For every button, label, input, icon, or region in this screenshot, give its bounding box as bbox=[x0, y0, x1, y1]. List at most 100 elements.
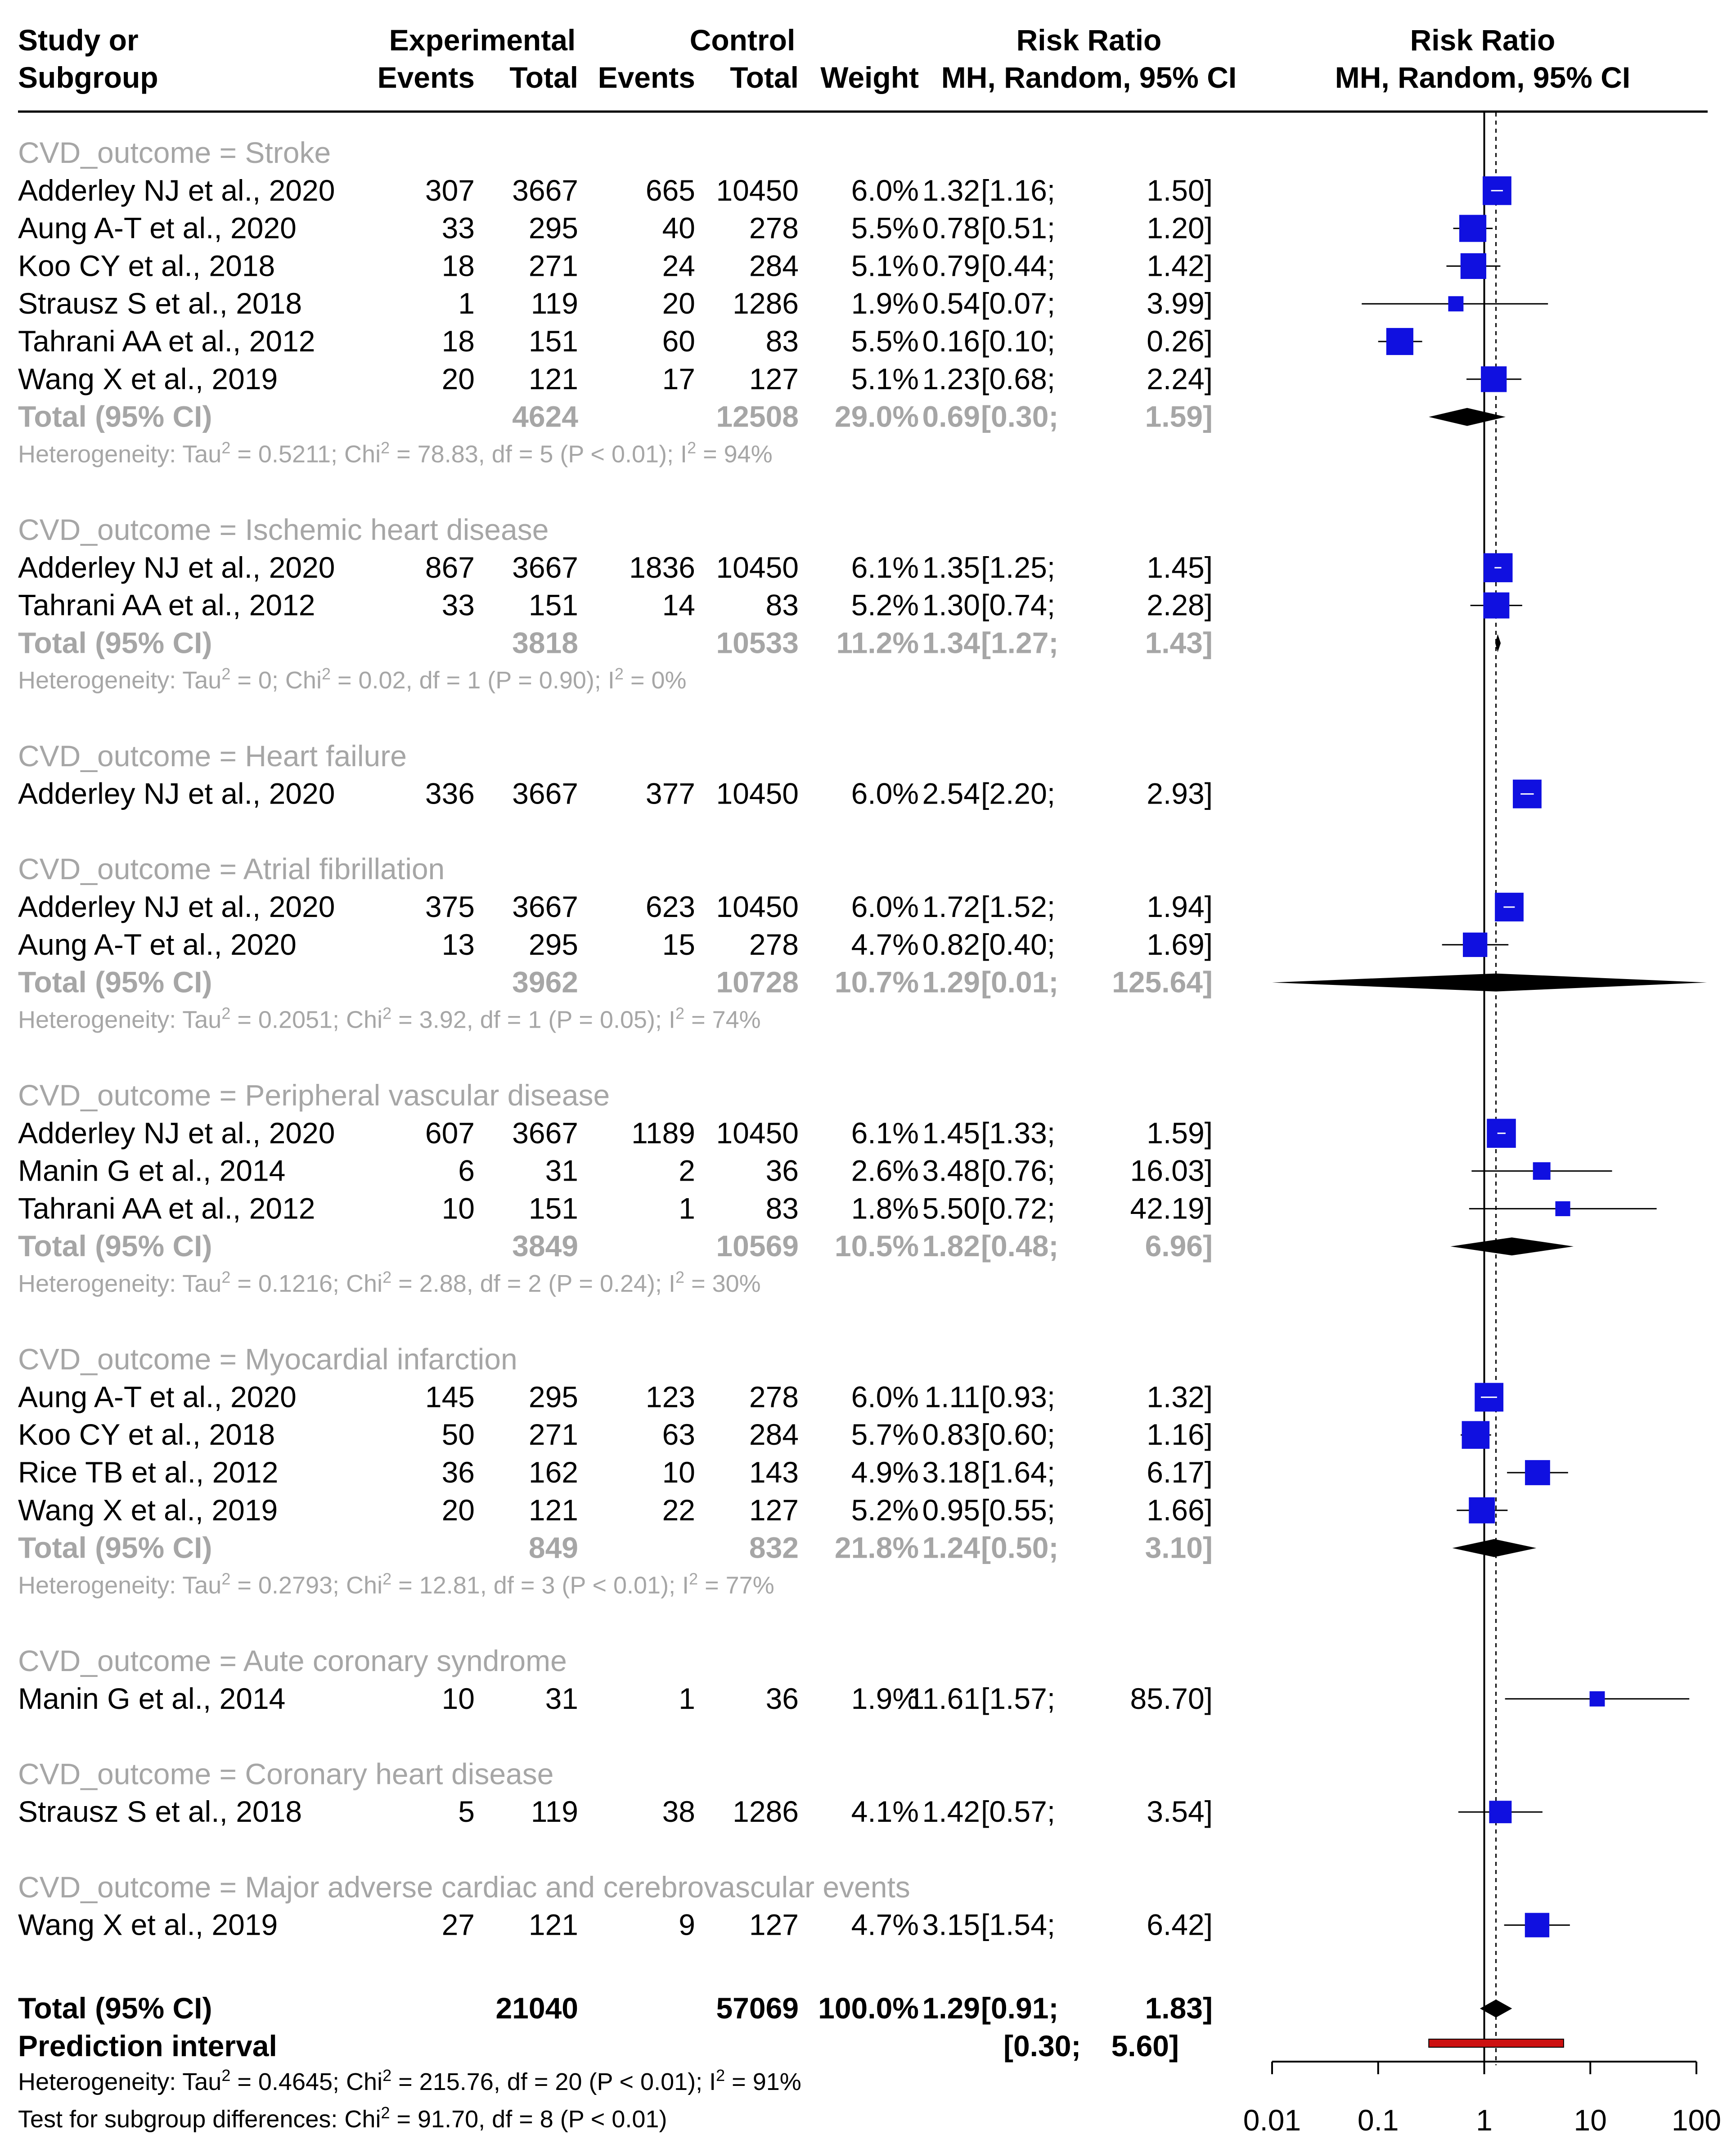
het-prefix: Heterogeneity: Tau bbox=[18, 2068, 221, 2095]
subgroup-diamond bbox=[1272, 973, 1707, 992]
prediction-label: Prediction interval bbox=[18, 2029, 277, 2063]
het-sup: 2 bbox=[221, 1569, 230, 1588]
exp-total: 121 bbox=[529, 1493, 578, 1527]
rr-ci-high: 2.24] bbox=[1147, 362, 1213, 395]
ctrl-total: 36 bbox=[766, 1682, 799, 1715]
subgroup-total-label: Total (95% CI) bbox=[18, 626, 212, 659]
ctrl-total: 83 bbox=[766, 324, 799, 358]
ctrl-total: 127 bbox=[749, 1493, 799, 1527]
weight-value: 1.9% bbox=[851, 1682, 919, 1715]
weight-value: 6.0% bbox=[851, 174, 919, 207]
rr-estimate: 0.79 bbox=[922, 249, 980, 282]
het-sup: 2 bbox=[381, 438, 390, 457]
effect-box bbox=[1386, 328, 1413, 355]
subgroup-ctrl-total: 832 bbox=[749, 1531, 799, 1564]
plot-marks bbox=[1272, 176, 1707, 2048]
rr-ci-low: [0.74; bbox=[981, 589, 1055, 622]
rr-estimate: 0.78 bbox=[922, 211, 980, 245]
exp-total: 295 bbox=[529, 1380, 578, 1413]
subgroup-exp-total: 3818 bbox=[512, 626, 578, 659]
prediction-high: 5.60] bbox=[1111, 2029, 1179, 2063]
rr-estimate: 11.61 bbox=[908, 1682, 980, 1715]
header-exp-events: Events bbox=[378, 61, 475, 94]
exp-total: 119 bbox=[531, 1795, 578, 1828]
rr-estimate: 1.11 bbox=[924, 1380, 980, 1413]
subgroup-exp-total: 3849 bbox=[512, 1229, 578, 1263]
ctrl-events: 2 bbox=[679, 1154, 695, 1187]
het-chi: = 12.81, df = 3 (P < 0.01); I bbox=[391, 1572, 689, 1599]
ctrl-events: 623 bbox=[646, 890, 695, 923]
rr-ci-high: 1.43] bbox=[1145, 626, 1213, 659]
rr-ci-high: 3.99] bbox=[1147, 287, 1213, 320]
rr-estimate: 5.50 bbox=[922, 1191, 980, 1225]
heterogeneity-text: Heterogeneity: Tau2 = 0.1216; Chi2 = 2.8… bbox=[18, 1268, 761, 1298]
rr-estimate: 0.83 bbox=[922, 1418, 980, 1451]
effect-box bbox=[1483, 592, 1510, 619]
rr-ci-low: [0.01; bbox=[981, 966, 1058, 999]
ctrl-total: 278 bbox=[749, 928, 799, 961]
het-sup: 2 bbox=[687, 438, 696, 457]
weight-value: 2.6% bbox=[851, 1154, 919, 1187]
rr-ci-low: [0.44; bbox=[981, 249, 1055, 282]
heterogeneity-text: Heterogeneity: Tau2 = 0; Chi2 = 0.02, df… bbox=[18, 665, 687, 694]
weight-value: 4.7% bbox=[851, 1908, 919, 1941]
rr-ci-high: 1.83] bbox=[1145, 1991, 1213, 2025]
rr-ci-high: 1.45] bbox=[1147, 551, 1213, 584]
rr-ci-low: [0.48; bbox=[981, 1229, 1058, 1263]
exp-events: 27 bbox=[442, 1908, 475, 1941]
rr-ci-low: [0.72; bbox=[981, 1191, 1055, 1225]
overall-diamond bbox=[1480, 2000, 1512, 2018]
subgroup-label: CVD_outcome = Atrial fibrillation bbox=[18, 852, 445, 885]
rr-ci-high: 1.16] bbox=[1147, 1418, 1213, 1451]
study-name: Strausz S et al., 2018 bbox=[18, 1795, 302, 1828]
header-plot-method: MH, Random, 95% CI bbox=[1335, 61, 1630, 94]
rr-ci-low: [0.60; bbox=[981, 1418, 1055, 1451]
het-i: = 91% bbox=[725, 2068, 801, 2095]
exp-total: 271 bbox=[529, 249, 578, 282]
rr-estimate: 0.82 bbox=[922, 928, 980, 961]
rr-estimate: 1.42 bbox=[922, 1795, 980, 1828]
rr-ci-high: 3.54] bbox=[1147, 1795, 1213, 1828]
weight-value: 6.1% bbox=[851, 551, 919, 584]
rr-ci-low: [0.30; bbox=[981, 400, 1058, 433]
rr-estimate: 1.35 bbox=[922, 551, 980, 584]
x-axis: 0.01 0.1 1 10 100 bbox=[1243, 2061, 1721, 2137]
ctrl-total: 10450 bbox=[716, 777, 799, 810]
rr-ci-low: [1.54; bbox=[981, 1908, 1055, 1941]
rr-estimate: 1.30 bbox=[922, 589, 980, 622]
subgroup-exp-total: 4624 bbox=[512, 400, 578, 433]
study-name: Manin G et al., 2014 bbox=[18, 1154, 285, 1187]
weight-value: 6.0% bbox=[851, 1380, 919, 1413]
exp-events: 20 bbox=[442, 1493, 475, 1527]
table-rows: CVD_outcome = Stroke Adderley NJ et al., … bbox=[18, 136, 1213, 2133]
subgroup-label: CVD_outcome = Aute coronary syndrome bbox=[18, 1644, 567, 1677]
rr-ci-low: [0.93; bbox=[981, 1380, 1055, 1413]
exp-events: 33 bbox=[442, 589, 475, 622]
heterogeneity-text: Heterogeneity: Tau2 = 0.5211; Chi2 = 78.… bbox=[18, 438, 773, 468]
het-sup: 2 bbox=[221, 2066, 230, 2085]
rr-ci-low: [0.07; bbox=[981, 287, 1055, 320]
het-tau: = 0.2051; Chi bbox=[230, 1006, 382, 1033]
subgroup-diamond bbox=[1450, 1237, 1574, 1256]
het-sup: 2 bbox=[675, 1268, 684, 1286]
ctrl-total: 1286 bbox=[733, 287, 799, 320]
het-chi: = 0.02, df = 1 (P = 0.90); I bbox=[331, 667, 615, 694]
ctrl-total: 1286 bbox=[733, 1795, 799, 1828]
ctrl-events: 10 bbox=[662, 1456, 695, 1489]
rr-estimate: 3.15 bbox=[922, 1908, 980, 1941]
ctrl-events: 20 bbox=[662, 287, 695, 320]
weight-value: 4.1% bbox=[851, 1795, 919, 1828]
study-name: Wang X et al., 2019 bbox=[18, 362, 278, 395]
study-name: Wang X et al., 2019 bbox=[18, 1493, 278, 1527]
heterogeneity-text: Heterogeneity: Tau2 = 0.2793; Chi2 = 12.… bbox=[18, 1569, 774, 1599]
rr-ci-high: 1.59] bbox=[1145, 400, 1213, 433]
ctrl-events: 377 bbox=[646, 777, 695, 810]
rr-estimate: 3.18 bbox=[922, 1456, 980, 1489]
het-sup: 2 bbox=[675, 1004, 684, 1022]
exp-events: 307 bbox=[425, 174, 475, 207]
study-name: Rice TB et al., 2012 bbox=[18, 1456, 278, 1489]
study-name: Adderley NJ et al., 2020 bbox=[18, 551, 335, 584]
rr-ci-low: [1.52; bbox=[981, 890, 1055, 923]
rr-estimate: 2.54 bbox=[922, 777, 980, 810]
weight-value: 1.9% bbox=[851, 287, 919, 320]
